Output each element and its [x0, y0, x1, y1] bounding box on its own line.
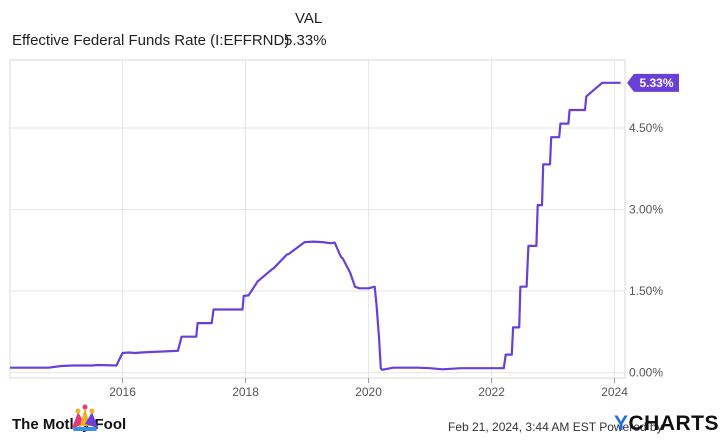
end-value-badge-shape: [627, 73, 679, 92]
jester-hat-icon: [72, 404, 98, 431]
gridlines: [10, 60, 625, 378]
x-tick-label: 2020: [355, 385, 382, 399]
footer: The Motley Fool Feb 21, 2024, 3:44 AM ES…: [0, 404, 720, 441]
x-tick-label: 2016: [109, 385, 136, 399]
legend-header: VAL Effective Federal Funds Rate (I:EFFR…: [12, 10, 352, 50]
x-tick-label: 2018: [232, 385, 259, 399]
plot-area: [9, 59, 626, 379]
x-tick-label: 2024: [601, 385, 628, 399]
y-tick-label: 4.50%: [629, 121, 663, 135]
series-line: [10, 81, 621, 371]
ycharts-logo-text: CHARTS: [628, 412, 720, 435]
y-axis: 0.00% 1.50% 3.00% 4.50%: [629, 121, 663, 380]
x-tick-label: 2022: [478, 385, 505, 399]
x-axis: 2016 2018 2020 2022 2024: [109, 378, 628, 399]
series-latest-value: 5.33%: [284, 32, 327, 49]
y-tick-label: 1.50%: [629, 284, 663, 298]
motley-fool-brand: The Motley Fool: [12, 416, 127, 433]
chart: 2016 2018 2020 2022 2024 0.00% 1.50% 3.00% 4.50…: [9, 59, 679, 399]
end-value-label: 5.33%: [639, 76, 673, 90]
ycharts-logo-mark: Y: [614, 412, 629, 435]
ycharts-logo: YCHARTS: [614, 412, 719, 436]
timestamp: Feb 21, 2024, 3:44 AM EST Powered by: [448, 420, 663, 434]
value-column-header: VAL: [295, 10, 323, 27]
end-value-badge: 5.33%: [627, 73, 679, 92]
series-name: Effective Federal Funds Rate (I:EFFRND): [12, 32, 290, 49]
y-tick-label: 0.00%: [629, 366, 663, 380]
y-tick-label: 3.00%: [629, 202, 663, 216]
